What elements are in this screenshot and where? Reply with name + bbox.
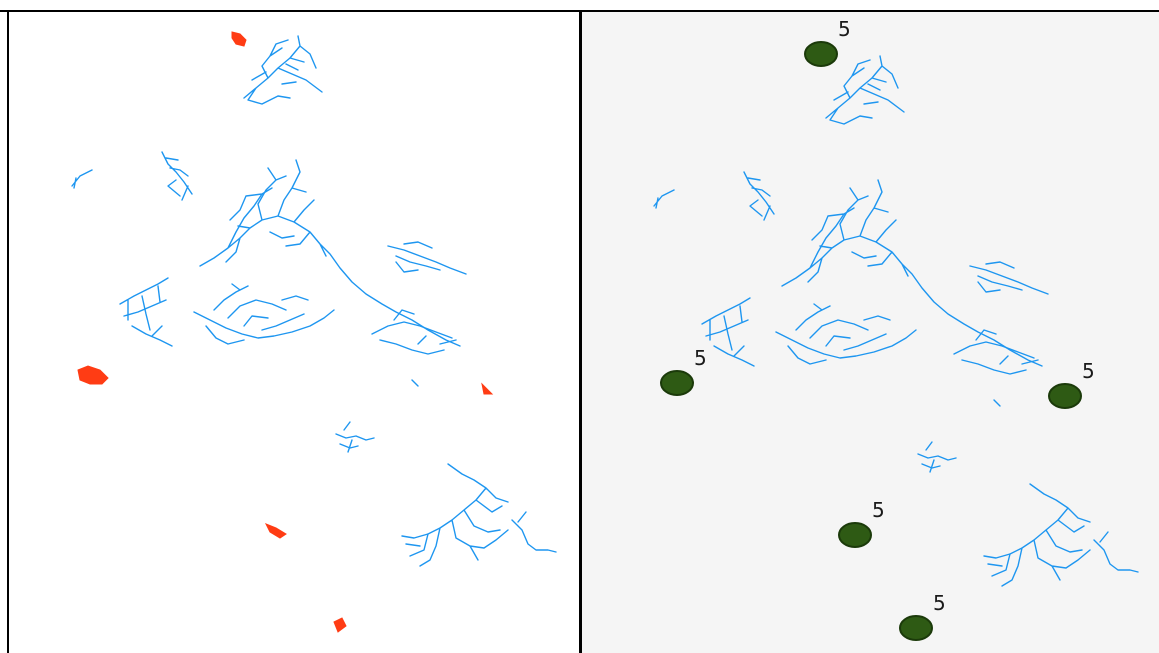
cluster-west-marker[interactable]: 5 (660, 346, 707, 396)
cluster-top-marker[interactable]: 5 (804, 17, 851, 67)
cluster-bottom-marker[interactable]: 5 (899, 591, 946, 641)
cluster-east-marker[interactable]: 5 (1048, 359, 1095, 409)
cluster-circle (838, 522, 872, 548)
cluster-circle (804, 41, 838, 67)
cluster-south-marker[interactable]: 5 (838, 498, 885, 548)
cluster-count-label: 5 (1082, 359, 1095, 383)
cluster-circle (899, 615, 933, 641)
map-panel-left (8, 12, 580, 653)
cluster-count-label: 5 (872, 498, 885, 522)
left-panel-bg (8, 12, 580, 653)
cluster-count-label: 5 (694, 346, 707, 370)
cluster-count-label: 5 (933, 591, 946, 615)
map-frame (0, 10, 1159, 653)
right-panel-bg (581, 12, 1159, 653)
map-panel-right: 5 5 5 5 5 (581, 12, 1159, 653)
cluster-circle (660, 370, 694, 396)
cluster-markers: 5 5 5 5 5 (660, 17, 1095, 641)
cluster-circle (1048, 383, 1082, 409)
cluster-count-label: 5 (838, 17, 851, 41)
